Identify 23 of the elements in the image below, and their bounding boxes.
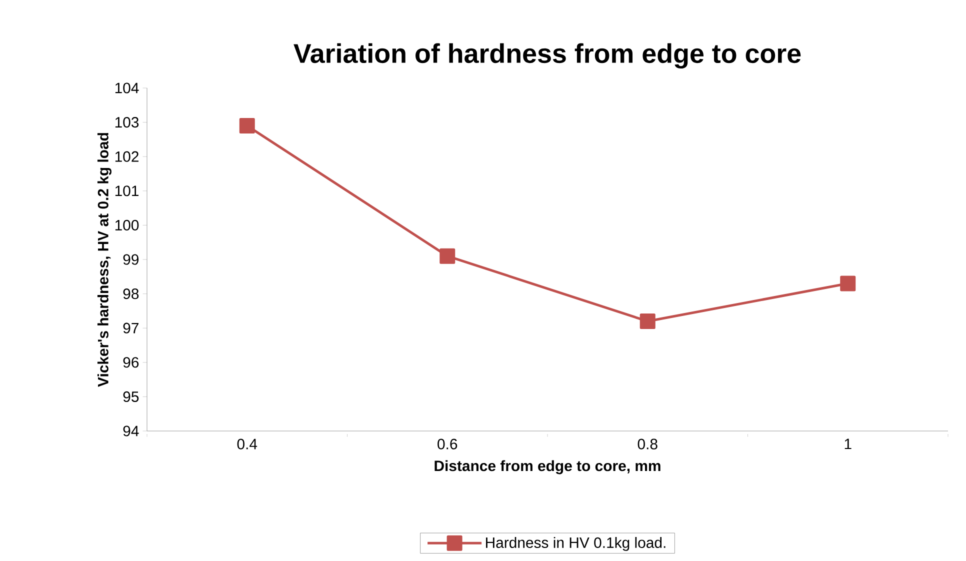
y-tick-label: 99: [123, 254, 139, 265]
x-tick-label: 1: [844, 438, 852, 450]
point: [840, 276, 856, 292]
y-tick-label: 98: [123, 288, 139, 300]
y-tick-label: 97: [123, 322, 138, 334]
y-tick-label: 103: [115, 117, 139, 128]
point: [440, 248, 456, 264]
y-tick-label: 94: [123, 426, 139, 436]
y-tick-label: 95: [123, 391, 139, 402]
y-axis-title: Vicker's hardness, HV at 0.2 kg load: [97, 133, 112, 387]
x-tick-label: 0.4: [237, 438, 258, 450]
x-axis-title: Distance from edge to core, mm: [434, 460, 660, 474]
chart-title: Variation of hardness from edge to core: [294, 43, 801, 68]
y-tick-label: 100: [115, 220, 139, 230]
y-tick-label: 102: [115, 151, 138, 162]
y-tick-label: 101: [115, 186, 138, 196]
point: [239, 118, 255, 134]
y-tick-label: 96: [123, 357, 139, 368]
x-tick-label: 0.8: [638, 438, 658, 450]
x-tick-label: 0.6: [438, 438, 458, 450]
y-tick-label: 104: [115, 82, 139, 94]
legend-label: Hardness in HV 0.1kg load.: [486, 537, 666, 551]
point: [640, 313, 656, 329]
